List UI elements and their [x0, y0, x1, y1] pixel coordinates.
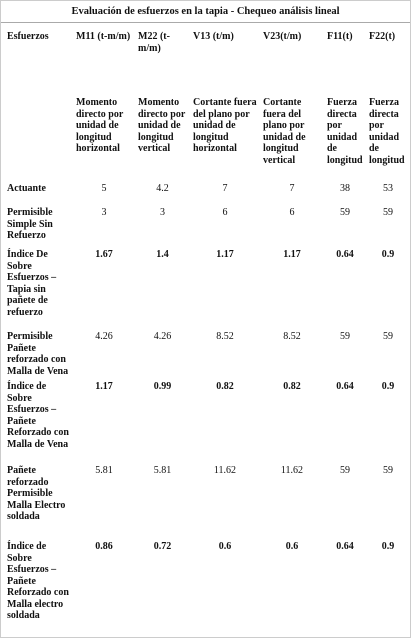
cell-value: 59: [340, 207, 350, 218]
data-row: Índice de Sobre Esfuerzos –Pañete Reforz…: [1, 377, 410, 461]
cell-value: 0.99: [153, 381, 172, 392]
cell-value: 0.9: [381, 249, 395, 260]
cell-value: 0.82: [283, 381, 301, 392]
cell-value: 1.17: [216, 249, 234, 260]
cell-value: 5.81: [95, 465, 113, 476]
cell-value: 5: [101, 183, 107, 194]
cell-value: 3: [101, 207, 107, 218]
cell-value: 5.81: [153, 465, 172, 476]
cell-value: 0.9: [381, 541, 395, 552]
cell-value: 1.67: [95, 249, 113, 260]
column-description: Momento directo por unidad de longitud v…: [138, 97, 186, 154]
cell-value: 0.9: [381, 381, 395, 392]
cell-value: 59: [383, 207, 393, 218]
cell-value: 1.4: [156, 249, 169, 260]
column-description: Cortante fuera del plano por unidad de l…: [193, 97, 257, 154]
cell-value: 1.17: [95, 381, 113, 392]
cell-value: 59: [383, 331, 393, 342]
row-label: Permisible Pañete reforzado con Malla de…: [7, 331, 69, 377]
cell-value: 0.64: [336, 541, 354, 552]
row-label: Actuante: [7, 183, 46, 194]
cell-value: 8.52: [216, 331, 234, 342]
column-description: Momento directo por unidad de longitud h…: [76, 97, 124, 154]
empty-cell: [1, 67, 73, 179]
cell-value: 38: [340, 183, 350, 194]
cell-value: 53: [383, 183, 393, 194]
cell-value: 8.52: [283, 331, 301, 342]
cell-value: 0.6: [285, 541, 299, 552]
table-title: Evaluación de esfuerzos en la tapia - Ch…: [1, 1, 410, 23]
cell-value: 0.82: [216, 381, 234, 392]
row-label: Pañete reforzado Permisible Malla Electr…: [7, 465, 66, 522]
column-description: Cortante fuera del plano por unidad de l…: [263, 97, 306, 166]
column-header: M11 (t-m/m): [76, 31, 131, 42]
cell-value: 0.6: [218, 541, 232, 552]
header-row: Esfuerzos M11 (t-m/m) M22 (t-m/m) V13 (t/m)…: [1, 23, 410, 67]
cell-value: 11.62: [280, 465, 304, 476]
row-label: Índice de Sobre Esfuerzos –Pañete Reforz…: [7, 381, 69, 450]
data-row: Actuante 5 4.2 7 7 38 53: [1, 179, 410, 203]
column-header: V23(t/m): [263, 31, 302, 42]
cell-value: 0.86: [95, 541, 113, 552]
row-label: Índice De Sobre Esfuerzos –Tapia sin pañ…: [7, 249, 57, 318]
cell-value: 6: [289, 207, 295, 218]
data-row: Permisible Simple Sin Refuerzo 3 3 6 6 59 59: [1, 203, 410, 245]
cell-value: 0.72: [153, 541, 172, 552]
data-row: Índice de Sobre Esfuerzos –Pañete Reforz…: [1, 537, 410, 637]
data-row: Permisible Pañete reforzado con Malla de…: [1, 327, 410, 377]
cell-value: 7: [222, 183, 228, 194]
column-description: Fuerza directa por unidad de longitud: [327, 97, 363, 166]
cell-value: 11.62: [213, 465, 237, 476]
data-row: Índice De Sobre Esfuerzos –Tapia sin pañ…: [1, 245, 410, 327]
cell-value: 3: [160, 207, 165, 218]
column-header: F22(t): [369, 31, 396, 42]
cell-value: 7: [289, 183, 295, 194]
cell-value: 4.2: [156, 183, 169, 194]
column-description: Fuerza directa por unidad de longitud: [369, 97, 405, 166]
column-header: Esfuerzos: [7, 31, 49, 42]
row-label: Permisible Simple Sin Refuerzo: [7, 207, 53, 241]
cell-value: 0.64: [336, 249, 354, 260]
cell-value: 0.64: [336, 381, 354, 392]
cell-value: 1.17: [283, 249, 301, 260]
column-header: V13 (t/m): [193, 31, 234, 42]
data-row: Pañete reforzado Permisible Malla Electr…: [1, 461, 410, 537]
column-header: F11(t): [327, 31, 353, 42]
cell-value: 6: [222, 207, 228, 218]
table: Esfuerzos M11 (t-m/m) M22 (t-m/m) V13 (t/m)…: [1, 23, 410, 637]
cell-value: 59: [383, 465, 393, 476]
column-header: M22 (t-m/m): [138, 31, 170, 54]
description-row: Momento directo por unidad de longitud h…: [1, 67, 410, 179]
cell-value: 59: [340, 331, 350, 342]
cell-value: 4.26: [95, 331, 113, 342]
cell-value: 59: [340, 465, 350, 476]
row-label: Índice de Sobre Esfuerzos –Pañete Reforz…: [7, 541, 69, 621]
cell-value: 4.26: [153, 331, 172, 342]
